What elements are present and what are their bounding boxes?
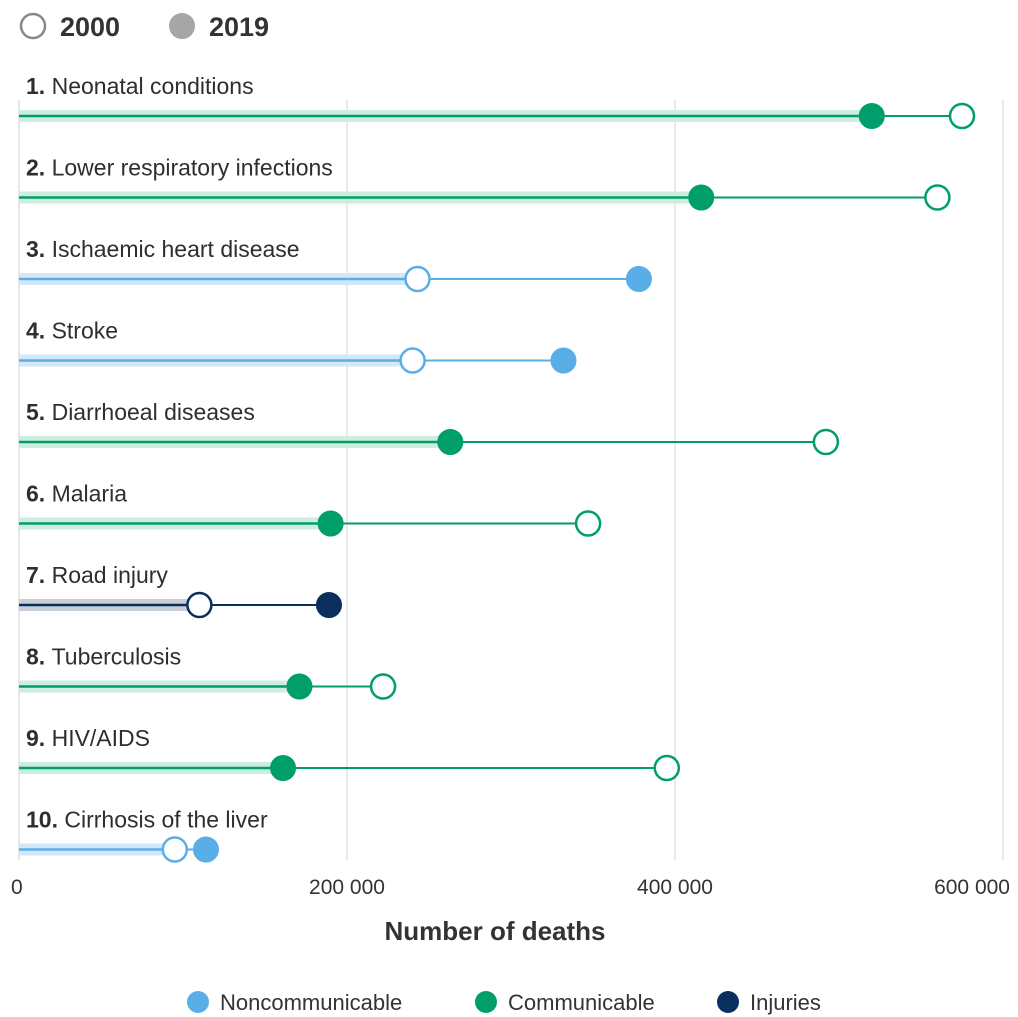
- noncommunicable-legend-label: Noncommunicable: [220, 990, 402, 1015]
- communicable-legend-label: Communicable: [508, 990, 655, 1015]
- row-name: Tuberculosis: [52, 644, 182, 670]
- row-label: 10. Cirrhosis of the liver: [26, 807, 268, 833]
- x-axis-title: Number of deaths: [384, 916, 605, 946]
- row-10[interactable]: 10. Cirrhosis of the liver: [19, 807, 268, 863]
- row-rank: 2.: [26, 155, 52, 181]
- row-name: Cirrhosis of the liver: [64, 807, 268, 833]
- legend-communicable[interactable]: Communicable: [475, 990, 655, 1015]
- marker-2019[interactable]: [270, 755, 297, 781]
- marker-2000[interactable]: [369, 673, 397, 700]
- row-rank: 8.: [26, 644, 52, 670]
- row-label: 1. Neonatal conditions: [26, 73, 254, 99]
- row-6[interactable]: 6. Malaria: [19, 481, 602, 537]
- legend-2019-marker[interactable]: [169, 13, 195, 39]
- x-tick-label: 600 000: [934, 876, 1010, 899]
- row-rank: 9.: [26, 725, 52, 751]
- marker-2000[interactable]: [404, 265, 431, 293]
- marker-2019[interactable]: [286, 673, 313, 700]
- row-7[interactable]: 7. Road injury: [19, 562, 342, 619]
- marker-2000[interactable]: [948, 102, 976, 130]
- row-3[interactable]: 3. Ischaemic heart disease: [19, 236, 652, 293]
- row-label: 8. Tuberculosis: [26, 644, 181, 670]
- row-5[interactable]: 5. Diarrhoeal diseases: [19, 399, 840, 456]
- legend-2000-marker[interactable]: [19, 12, 47, 40]
- marker-2000[interactable]: [574, 510, 602, 537]
- row-name: Lower respiratory infections: [52, 155, 333, 181]
- legend-injuries[interactable]: Injuries: [717, 990, 821, 1015]
- marker-2000[interactable]: [161, 836, 189, 863]
- category-legend: Noncommunicable Communicable Injuries: [187, 990, 821, 1015]
- marker-2000[interactable]: [924, 184, 951, 211]
- x-tick-label: 200 000: [309, 876, 385, 899]
- marker-2019[interactable]: [315, 592, 342, 618]
- x-tick-label: 400 000: [637, 876, 713, 899]
- x-axis: 0 200 000 400 000 600 000: [11, 876, 1010, 899]
- marker-2019[interactable]: [550, 347, 577, 374]
- row-rank: 7.: [26, 562, 52, 588]
- row-label: 5. Diarrhoeal diseases: [26, 399, 255, 425]
- marker-2000[interactable]: [186, 591, 213, 619]
- marker-2019[interactable]: [437, 429, 464, 455]
- row-9[interactable]: 9. HIV/AIDS: [19, 725, 681, 782]
- x-tick-label: 0: [11, 876, 23, 899]
- marker-2019[interactable]: [192, 836, 219, 863]
- marker-2000[interactable]: [812, 428, 840, 456]
- legend-2000-label[interactable]: 2000: [60, 12, 120, 42]
- row-name: Neonatal conditions: [52, 73, 254, 99]
- row-label: 9. HIV/AIDS: [26, 725, 150, 751]
- legend-noncommunicable[interactable]: Noncommunicable: [187, 990, 402, 1015]
- row-2[interactable]: 2. Lower respiratory infections: [19, 155, 951, 211]
- row-name: Malaria: [52, 481, 128, 507]
- row-rank: 3.: [26, 236, 52, 262]
- row-label: 7. Road injury: [26, 562, 168, 588]
- row-4[interactable]: 4. Stroke: [19, 318, 577, 374]
- row-label: 3. Ischaemic heart disease: [26, 236, 300, 262]
- marker-2019[interactable]: [688, 184, 715, 211]
- row-rank: 5.: [26, 399, 52, 425]
- marker-2019[interactable]: [858, 103, 885, 129]
- year-legend: 2000 2019: [19, 12, 269, 42]
- injuries-legend-marker: [717, 991, 739, 1013]
- row-8[interactable]: 8. Tuberculosis: [19, 644, 397, 700]
- row-label: 6. Malaria: [26, 481, 127, 507]
- marker-2019[interactable]: [625, 266, 652, 292]
- noncommunicable-legend-marker: [187, 991, 209, 1013]
- row-rank: 6.: [26, 481, 52, 507]
- marker-2000[interactable]: [653, 754, 681, 782]
- communicable-legend-marker: [475, 991, 497, 1013]
- gridlines: [18, 100, 1004, 860]
- row-label: 4. Stroke: [26, 318, 118, 344]
- row-name: HIV/AIDS: [52, 725, 150, 751]
- row-rank: 1.: [26, 73, 52, 99]
- injuries-legend-label: Injuries: [750, 990, 821, 1015]
- chart-rows: 1. Neonatal conditions 2. Lower respirato…: [19, 73, 976, 863]
- row-name: Road injury: [52, 562, 169, 588]
- row-1[interactable]: 1. Neonatal conditions: [19, 73, 976, 130]
- row-rank: 4.: [26, 318, 52, 344]
- legend-2019-label[interactable]: 2019: [209, 12, 269, 42]
- row-rank: 10.: [26, 807, 64, 833]
- row-name: Diarrhoeal diseases: [52, 399, 255, 425]
- marker-2019[interactable]: [317, 510, 344, 537]
- row-name: Stroke: [52, 318, 118, 344]
- row-label: 2. Lower respiratory infections: [26, 155, 333, 181]
- row-name: Ischaemic heart disease: [52, 236, 300, 262]
- marker-2000[interactable]: [399, 347, 426, 374]
